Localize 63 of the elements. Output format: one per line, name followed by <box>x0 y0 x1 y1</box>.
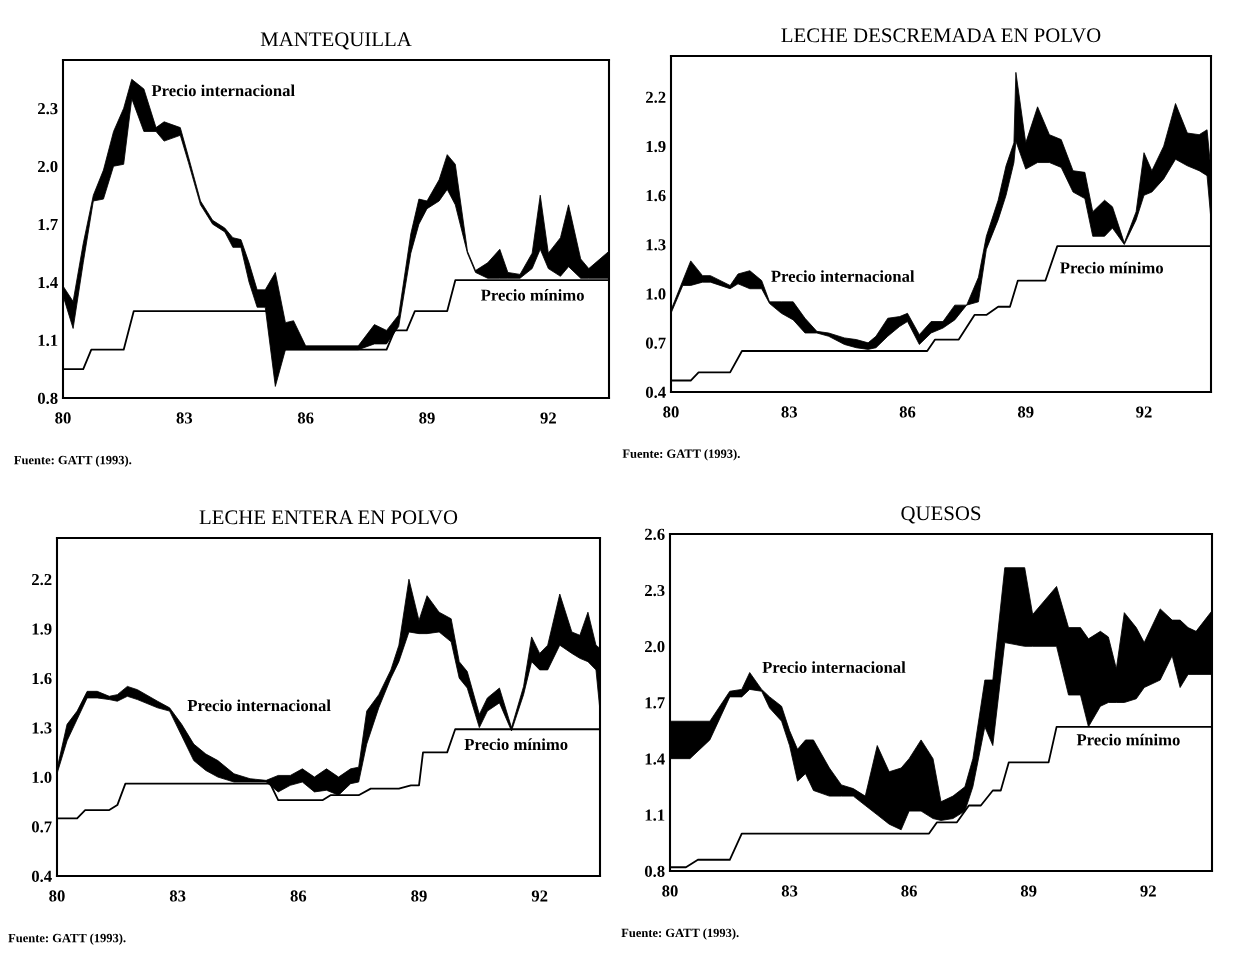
y-tick-label: 1.4 <box>38 276 58 289</box>
y-tick-label: 2.0 <box>645 641 665 653</box>
y-tick-label: 2.3 <box>645 584 665 597</box>
series-label: Precio mínimo <box>1076 733 1180 746</box>
y-tick-label: 1.1 <box>645 809 665 821</box>
y-tick-label: 2.2 <box>646 91 666 103</box>
x-tick-label: 92 <box>1136 406 1152 418</box>
chart-title: QUESOS <box>901 506 981 524</box>
x-tick-label: 86 <box>290 890 307 902</box>
y-tick-label: 1.6 <box>32 672 52 685</box>
x-tick-label: 83 <box>176 412 193 424</box>
series-label: Precio mínimo <box>464 738 568 751</box>
x-tick-label: 86 <box>899 406 916 418</box>
x-tick-label: 92 <box>540 412 556 424</box>
y-tick-label: 1.0 <box>32 771 52 784</box>
y-tick-label: 2.6 <box>645 528 665 541</box>
y-tick-label: 1.9 <box>646 140 666 153</box>
x-tick-label: 86 <box>901 885 917 897</box>
x-tick-label: 89 <box>1017 406 1034 418</box>
y-tick-label: 1.3 <box>32 722 52 734</box>
x-tick-label: 92 <box>531 890 548 902</box>
legend-label: Precio internacional <box>151 84 295 97</box>
series-label: Precio mínimo <box>480 289 584 301</box>
chart-title: MANTEQUILLA <box>260 32 412 50</box>
x-tick-label: 83 <box>781 406 798 418</box>
y-tick-label: 2.0 <box>38 160 58 173</box>
x-tick-label: 80 <box>55 412 71 424</box>
y-tick-label: 1.6 <box>646 190 666 202</box>
x-tick-label: 83 <box>169 890 186 902</box>
x-tick-label: 92 <box>1140 885 1156 897</box>
y-tick-label: 0.7 <box>31 821 52 833</box>
y-tick-label: 0.4 <box>645 386 666 399</box>
x-tick-label: 80 <box>663 406 679 418</box>
y-tick-label: 0.8 <box>37 392 58 405</box>
y-tick-label: 0.4 <box>31 870 52 883</box>
source-note: Fuente: GATT (1993). <box>621 928 739 940</box>
source-note: Fuente: GATT (1993). <box>8 933 126 945</box>
y-tick-label: 1.1 <box>38 334 58 347</box>
x-tick-label: 83 <box>781 885 798 897</box>
chart-title: LECHE ENTERA EN POLVO <box>199 510 458 525</box>
y-tick-label: 1.3 <box>646 239 666 251</box>
x-tick-label: 86 <box>297 412 314 424</box>
y-tick-label: 1.9 <box>32 623 52 635</box>
y-tick-label: 1.7 <box>645 697 665 709</box>
x-tick-label: 80 <box>49 890 65 902</box>
y-tick-label: 1.7 <box>38 218 58 231</box>
y-tick-label: 2.3 <box>38 103 58 115</box>
legend-label: Precio internacional <box>762 661 906 673</box>
source-note: Fuente: GATT (1993). <box>622 449 740 461</box>
y-tick-label: 2.2 <box>32 573 52 586</box>
legend-label: Precio internacional <box>187 699 331 712</box>
x-tick-label: 89 <box>1020 885 1037 897</box>
x-tick-label: 89 <box>419 412 435 424</box>
source-note: Fuente: GATT (1993). <box>14 455 132 467</box>
y-tick-label: 0.7 <box>645 337 666 349</box>
x-tick-label: 89 <box>411 890 427 902</box>
y-tick-label: 1.0 <box>646 288 666 300</box>
y-tick-label: 0.8 <box>644 865 665 878</box>
x-tick-label: 80 <box>662 885 678 897</box>
legend-label: Precio internacional <box>771 270 915 282</box>
chart-title: LECHE DESCREMADA EN POLVO <box>781 28 1101 43</box>
series-label: Precio mínimo <box>1060 261 1164 274</box>
y-tick-label: 1.4 <box>645 753 665 765</box>
